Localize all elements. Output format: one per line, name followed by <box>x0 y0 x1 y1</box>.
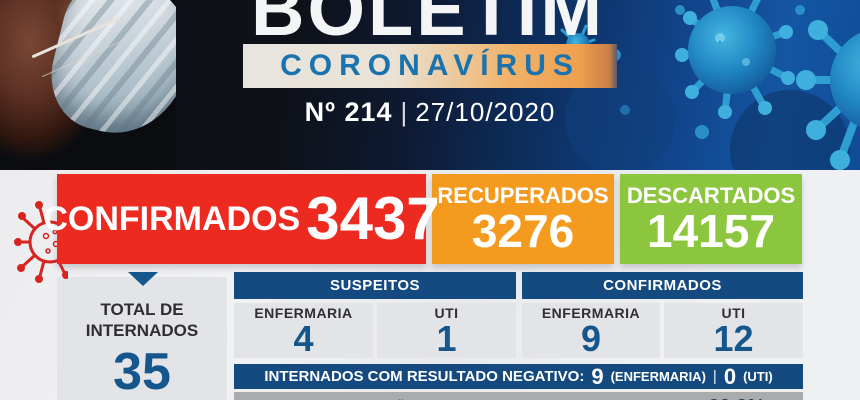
recovered-label: RECUPERADOS <box>437 182 609 208</box>
icu-occupancy-value: 39,3% <box>708 396 765 400</box>
bulletin-title: BOLETIM <box>251 0 605 51</box>
discarded-stat-box: DESCARTADOS 14157 <box>620 174 802 264</box>
coronavirus-illustration-icon <box>560 0 860 170</box>
icu-occupancy-bar: TAXA DE OCUPAÇÃO DOS LEITOS SUS DE UTI P… <box>234 392 803 400</box>
discarded-value: 14157 <box>647 205 775 258</box>
suspects-icu-cell: UTI 1 <box>377 303 516 358</box>
total-internados-panel: TOTAL DE INTERNADOS 35 <box>57 277 227 400</box>
confirmed-stat-box: CONFIRMADOS 3437 <box>43 174 440 264</box>
negative-separator: | <box>712 368 717 385</box>
confirmed-ward-label: ENFERMARIA <box>541 304 641 321</box>
edition-separator: | <box>400 96 408 127</box>
negative-icu-value: 0 <box>723 363 737 389</box>
suspects-table-header: SUSPEITOS <box>234 272 516 299</box>
discarded-label: DESCARTADOS <box>626 182 796 208</box>
negative-icu-unit: (UTI) <box>743 369 773 384</box>
mask-person-photo <box>0 0 176 170</box>
suspects-ward-cell: ENFERMARIA 4 <box>234 303 373 358</box>
confirmed-value: 3437 <box>306 185 440 252</box>
negative-ward-value: 9 <box>591 363 604 389</box>
confirmed-ward-value: 9 <box>580 317 602 359</box>
suspects-icu-label: UTI <box>434 304 459 321</box>
edition-date: 27/10/2020 <box>415 96 556 127</box>
internados-value: 35 <box>113 342 171 400</box>
negative-result-bar: INTERNADOS COM RESULTADO NEGATIVO: 9 (EN… <box>234 364 803 389</box>
recovered-value: 3276 <box>471 205 575 258</box>
negative-result-label: INTERNADOS COM RESULTADO NEGATIVO: <box>264 368 585 385</box>
suspects-ward-value: 4 <box>293 317 314 359</box>
confirmed-label: CONFIRMADOS <box>43 199 301 238</box>
suspects-icu-value: 1 <box>436 317 457 359</box>
confirmed-icu-label: UTI <box>721 304 746 321</box>
internados-title-line1: TOTAL DE <box>100 300 184 319</box>
triangle-down-icon <box>128 272 158 286</box>
header-banner: BOLETIM CORONAVÍRUS Nº 214 | 27/10/2020 <box>0 0 860 170</box>
edition-line: Nº 214 | 27/10/2020 <box>243 96 617 128</box>
confirmed-table-header: CONFIRMADOS <box>522 272 803 299</box>
edition-number: Nº 214 <box>304 96 393 127</box>
internados-title-line2: INTERNADOS <box>85 321 199 341</box>
negative-ward-unit: (ENFERMARIA) <box>610 369 706 384</box>
confirmed-icu-value: 12 <box>713 317 754 359</box>
confirmed-ward-cell: ENFERMARIA 9 <box>522 303 660 358</box>
confirmed-icu-cell: UTI 12 <box>664 303 803 358</box>
coronavirus-subtitle-box: CORONAVÍRUS <box>243 44 617 88</box>
suspects-ward-label: ENFERMARIA <box>254 304 353 321</box>
coronavirus-subtitle: CORONAVÍRUS <box>280 49 580 82</box>
recovered-stat-box: RECUPERADOS 3276 <box>432 174 614 264</box>
